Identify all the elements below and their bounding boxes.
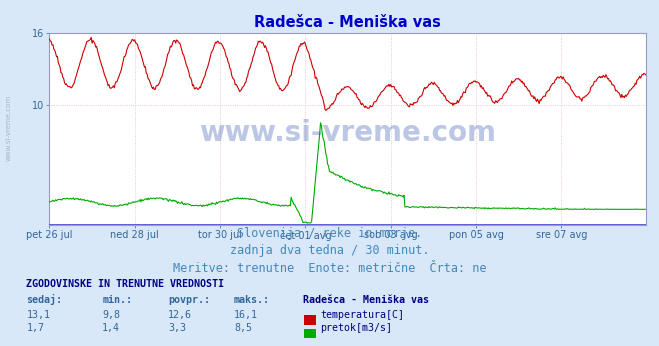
Text: 13,1: 13,1 — [26, 310, 50, 320]
Text: min.:: min.: — [102, 295, 132, 305]
Text: 16,1: 16,1 — [234, 310, 258, 320]
Text: Meritve: trenutne  Enote: metrične  Črta: ne: Meritve: trenutne Enote: metrične Črta: … — [173, 262, 486, 275]
Text: Slovenija / reke in morje.: Slovenija / reke in morje. — [237, 227, 422, 240]
Title: Radešca - Meniška vas: Radešca - Meniška vas — [254, 15, 441, 30]
Text: povpr.:: povpr.: — [168, 295, 210, 305]
Text: 12,6: 12,6 — [168, 310, 192, 320]
Text: maks.:: maks.: — [234, 295, 270, 305]
Text: pretok[m3/s]: pretok[m3/s] — [320, 324, 392, 334]
Text: www.si-vreme.com: www.si-vreme.com — [5, 95, 12, 161]
Text: 9,8: 9,8 — [102, 310, 120, 320]
Text: 8,5: 8,5 — [234, 324, 252, 334]
Text: 1,7: 1,7 — [26, 324, 44, 334]
Text: temperatura[C]: temperatura[C] — [320, 310, 404, 320]
Text: 3,3: 3,3 — [168, 324, 186, 334]
Text: Radešca - Meniška vas: Radešca - Meniška vas — [303, 295, 429, 305]
Text: 1,4: 1,4 — [102, 324, 120, 334]
Text: zadnja dva tedna / 30 minut.: zadnja dva tedna / 30 minut. — [230, 244, 429, 257]
Text: sedaj:: sedaj: — [26, 294, 63, 305]
Text: ZGODOVINSKE IN TRENUTNE VREDNOSTI: ZGODOVINSKE IN TRENUTNE VREDNOSTI — [26, 279, 224, 289]
Text: www.si-vreme.com: www.si-vreme.com — [199, 119, 496, 147]
